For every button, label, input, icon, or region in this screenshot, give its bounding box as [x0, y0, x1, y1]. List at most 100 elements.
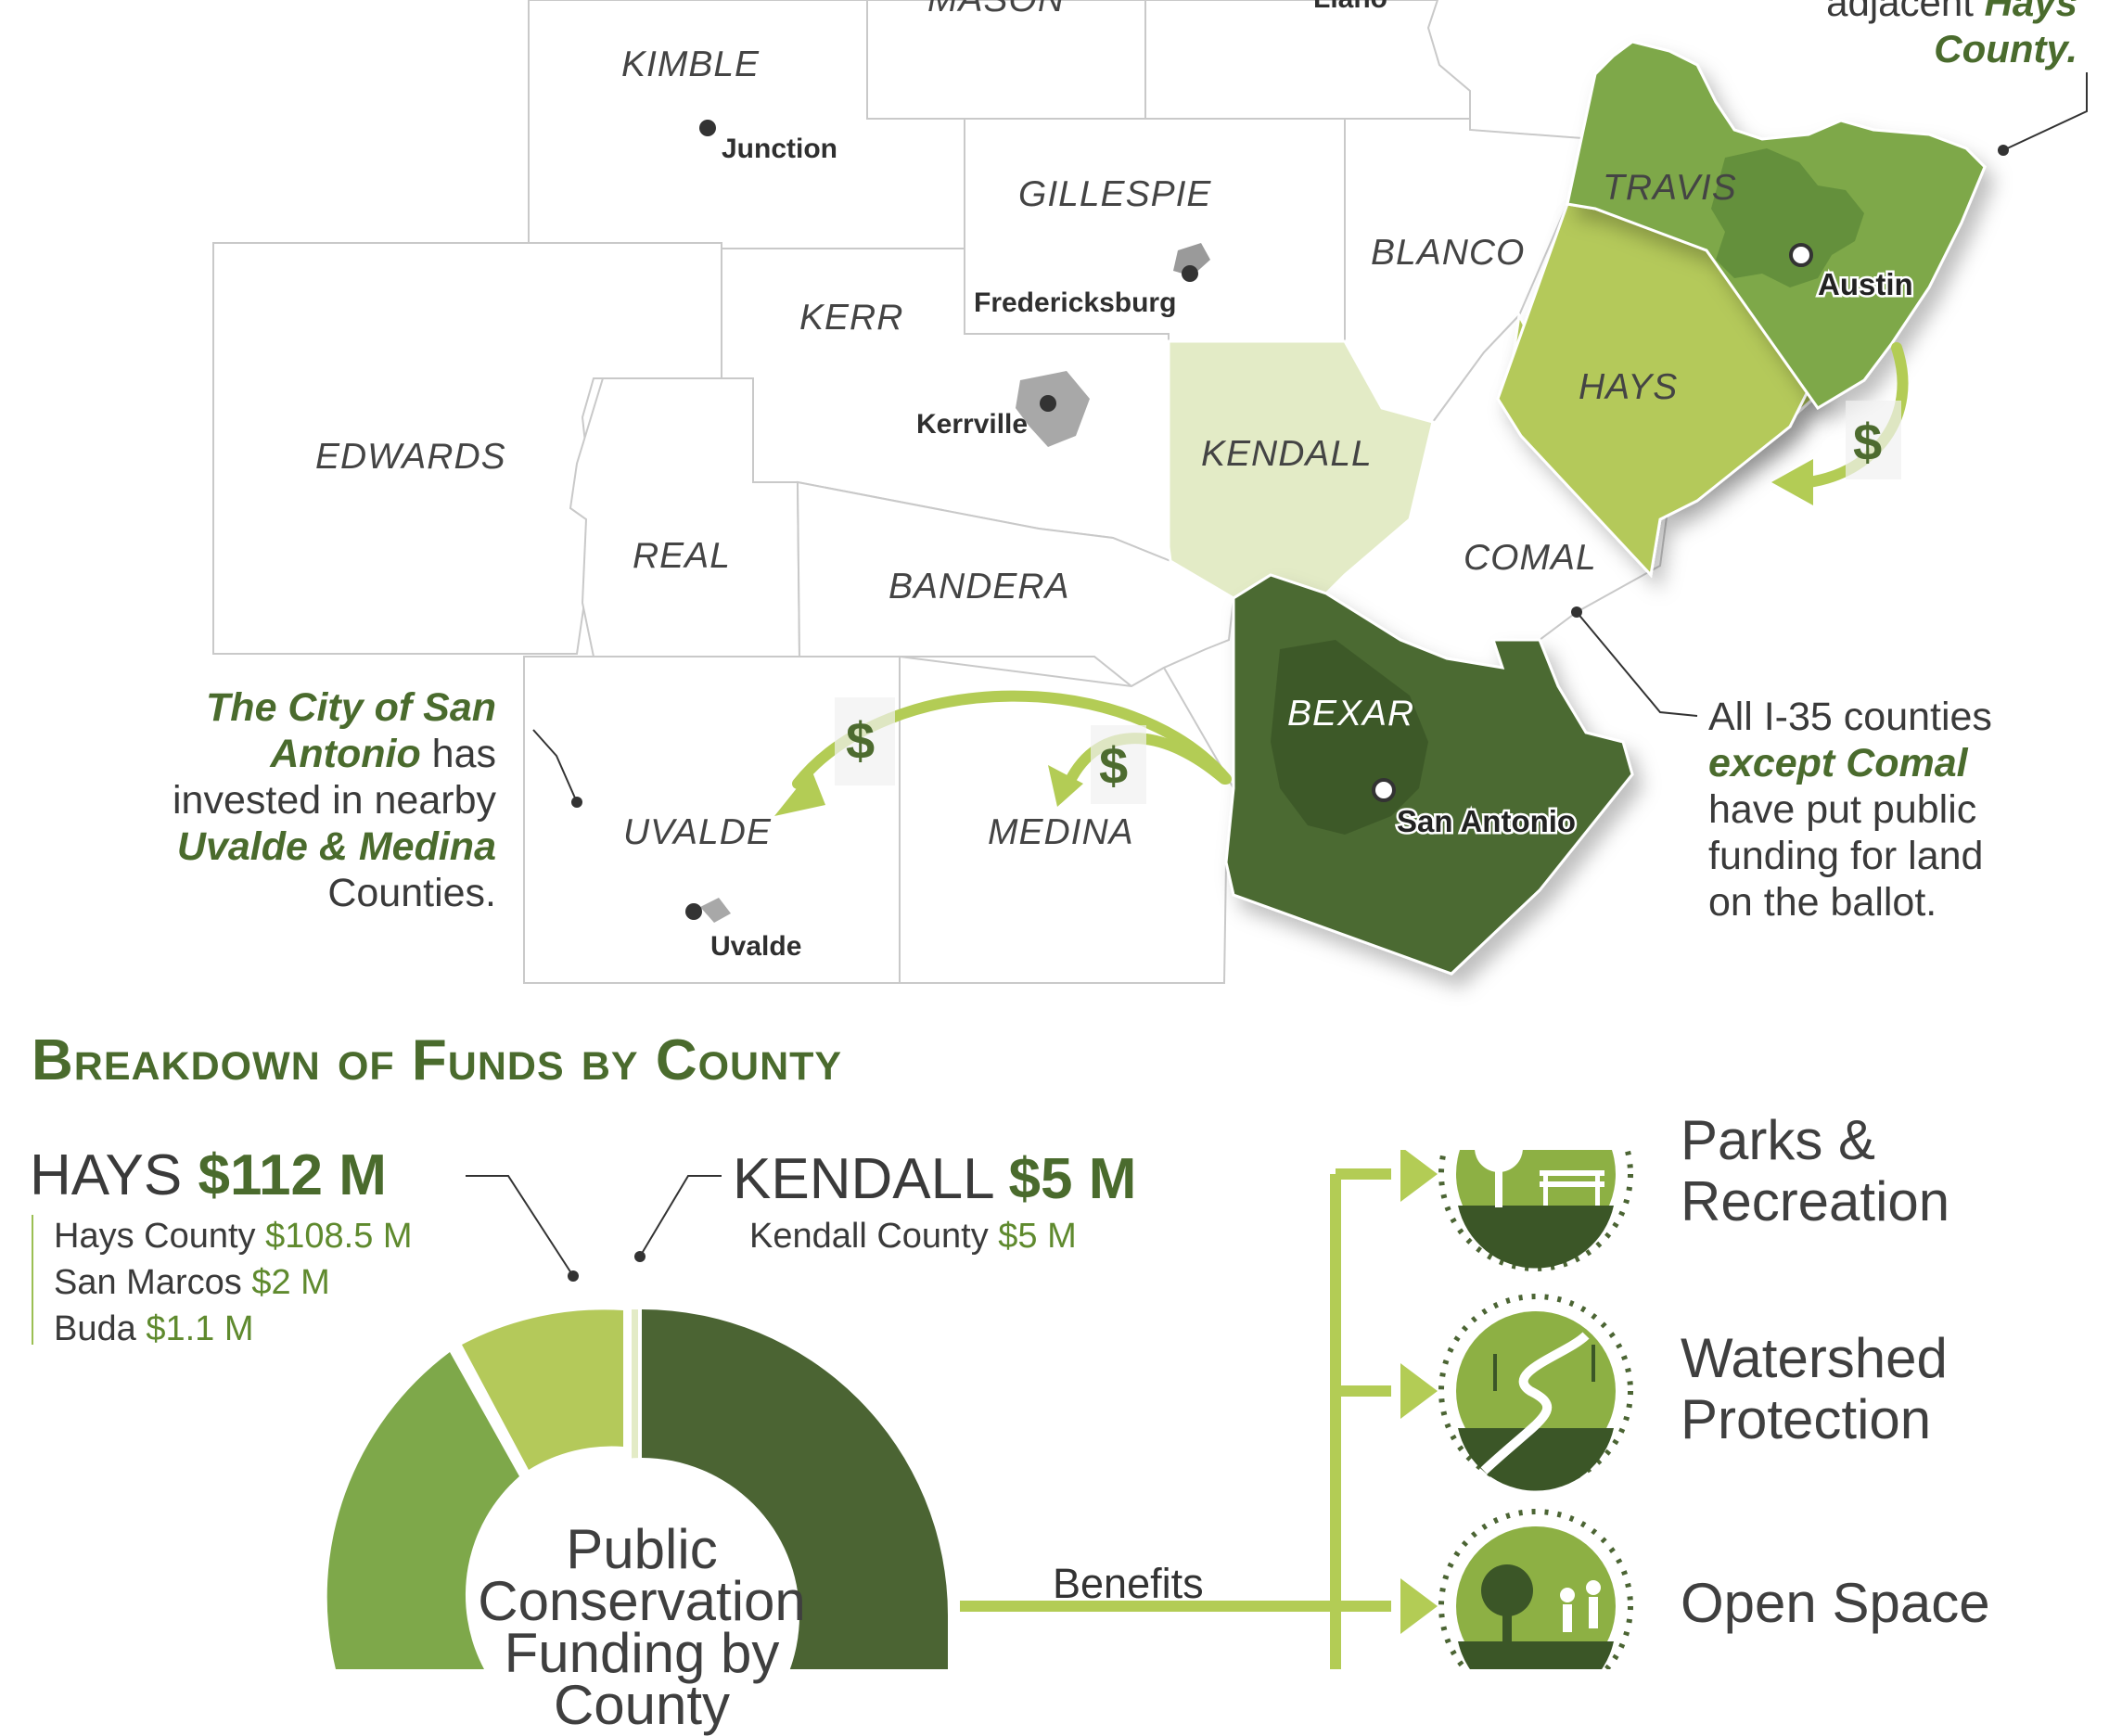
dollar-sign-medina: $: [1099, 736, 1128, 795]
hays-note-highlight2: County.: [1934, 27, 2077, 70]
hays-note: adjacent Hays County.: [1744, 0, 2077, 72]
city-uvalde: Uvalde: [710, 931, 801, 962]
label-kimble: KIMBLE: [621, 45, 760, 84]
san-antonio-note-line2: has: [420, 732, 496, 776]
city-fredericksburg: Fredericksburg: [974, 287, 1176, 318]
hays-item: Hays County $108.5 M: [54, 1217, 413, 1256]
donut-center-line: Funding by: [504, 1622, 780, 1684]
county-llano: [1144, 0, 1471, 120]
hays-total-name: HAYS: [30, 1143, 183, 1207]
i35-note: All I-35 counties except Comal have put …: [1708, 694, 2098, 925]
county-bandera: [796, 480, 1235, 688]
i35-note-line1: All I-35 counties: [1708, 695, 1992, 739]
leader-hays-note: [2002, 72, 2088, 151]
donut-and-benefits: [326, 1150, 1633, 1669]
benefit-parks-line1: Parks &: [1681, 1109, 1876, 1171]
hays-bracket: [32, 1215, 52, 1345]
city-kerrville: Kerrville: [916, 409, 1028, 440]
hays-note-highlight1: Hays: [1984, 0, 2077, 24]
label-mason: MASON: [927, 0, 1065, 19]
benefit-open-space: Open Space: [1681, 1573, 1990, 1634]
leader-dots: [571, 145, 2009, 808]
hays-note-line1: adjacent: [1826, 0, 1985, 24]
city-llano: Llano: [1313, 0, 1387, 14]
kendall-item: Kendall County $5 M: [749, 1217, 1077, 1256]
label-medina: MEDINA: [988, 812, 1134, 852]
benefit-watershed-line1: Watershed: [1681, 1327, 1948, 1389]
county-kendall: [1167, 339, 1435, 600]
hays-items: Hays County $108.5 M San Marcos $2 M Bud…: [54, 1217, 413, 1356]
hikers-icon: [1438, 1509, 1633, 1669]
fredericksburg-urban-area: [1173, 243, 1210, 276]
san-antonio-note-line5: Counties.: [327, 871, 496, 915]
arrowhead-hays: [1771, 459, 1813, 505]
san-antonio-note-line3: invested in nearby: [173, 778, 496, 823]
donut-center-line: County: [553, 1674, 731, 1736]
arrow-heads: [774, 459, 1813, 816]
donut-center-label: Public Conservation Funding by County: [438, 1518, 846, 1736]
label-kendall: KENDALL: [1201, 434, 1373, 474]
city-markers: Junction Llano Fredericksburg Kerrville …: [685, 0, 1915, 962]
san-antonio-note-line4: Uvalde & Medina: [176, 824, 496, 869]
breakdown-heading: Breakdown of Funds by County: [32, 1028, 843, 1092]
label-bandera: BANDERA: [888, 567, 1070, 606]
kendall-total-name: KENDALL: [733, 1147, 993, 1211]
donut-segment-bexar: [642, 1309, 948, 1669]
arrowhead-uvalde: [774, 770, 825, 816]
label-real: REAL: [633, 536, 731, 576]
label-uvalde: UVALDE: [623, 812, 772, 852]
tree-bench-icon: [1438, 1150, 1633, 1271]
hays-item: San Marcos $2 M: [54, 1263, 330, 1302]
label-gillespie: GILLESPIE: [1018, 174, 1211, 214]
donut-segment-kendall: [632, 1309, 638, 1465]
hays-total: HAYS $112 M: [30, 1142, 387, 1208]
hays-total-amount: $112 M: [198, 1143, 387, 1207]
i35-note-highlight: except Comal: [1708, 741, 1968, 785]
hays-item: Buda $1.1 M: [54, 1309, 254, 1348]
kendall-total: KENDALL $5 M: [733, 1146, 1136, 1212]
benefit-parks-line2: Recreation: [1681, 1170, 1950, 1232]
benefit-watershed-line2: Protection: [1681, 1388, 1932, 1450]
label-bexar: BEXAR: [1287, 694, 1414, 734]
label-hays: HAYS: [1579, 367, 1678, 407]
uvalde-urban-area: [700, 898, 731, 923]
donut-center-line: Conservation: [478, 1570, 806, 1632]
city-austin: Austin: [1818, 267, 1913, 301]
benefit-watershed: Watershed Protection: [1681, 1328, 1948, 1450]
san-antonio-note: The City of San Antonio has invested in …: [74, 684, 496, 916]
label-kerr: KERR: [799, 298, 903, 338]
label-travis: TRAVIS: [1603, 168, 1737, 208]
leader-san-antonio-note: [532, 729, 578, 803]
i35-note-line3: have put public: [1708, 787, 1977, 832]
benefits-label: Benefits: [1053, 1560, 1204, 1607]
donut-center-line: Public: [566, 1518, 718, 1580]
i35-note-line5: on the ballot.: [1708, 880, 1937, 925]
infographic: $ $ $ MASON KIMBLE GILLESPIE BLANCO TRAV…: [30, 0, 2098, 1733]
city-san-antonio: San Antonio: [1397, 804, 1576, 838]
benefit-parks: Parks & Recreation: [1681, 1110, 1949, 1232]
san-antonio-note-highlight: Antonio: [270, 732, 421, 776]
label-blanco: BLANCO: [1371, 233, 1525, 273]
label-edwards: EDWARDS: [315, 437, 506, 477]
county-outlines: [212, 0, 1671, 984]
dollar-signs: $ $ $: [835, 401, 1901, 804]
city-junction: Junction: [722, 134, 837, 164]
san-antonio-note-line1: The City of San: [206, 685, 496, 730]
donut-segment-travis: [326, 1352, 519, 1669]
label-comal: COMAL: [1464, 538, 1597, 578]
benefit-open-space-line1: Open Space: [1681, 1572, 1990, 1634]
leader-lines: [532, 72, 2088, 803]
dollar-sign-hays: $: [1853, 413, 1882, 471]
county-map: $ $ $ MASON KIMBLE GILLESPIE BLANCO TRAV…: [212, 0, 2088, 984]
austin-urban-area: [1711, 148, 1864, 287]
donut-leaders: [466, 1175, 722, 1277]
benefit-connectors: [960, 1168, 1391, 1669]
leader-comal-note: [1576, 611, 1698, 717]
river-icon: [1438, 1294, 1633, 1491]
i35-note-line4: funding for land: [1708, 834, 1984, 878]
donut-segment-hays: [462, 1309, 623, 1470]
kendall-total-amount: $5 M: [1008, 1147, 1137, 1211]
arrowhead-medina: [1048, 765, 1083, 807]
benefit-arrowheads: [1400, 1150, 1438, 1634]
dollar-sign-uvalde: $: [846, 711, 875, 770]
